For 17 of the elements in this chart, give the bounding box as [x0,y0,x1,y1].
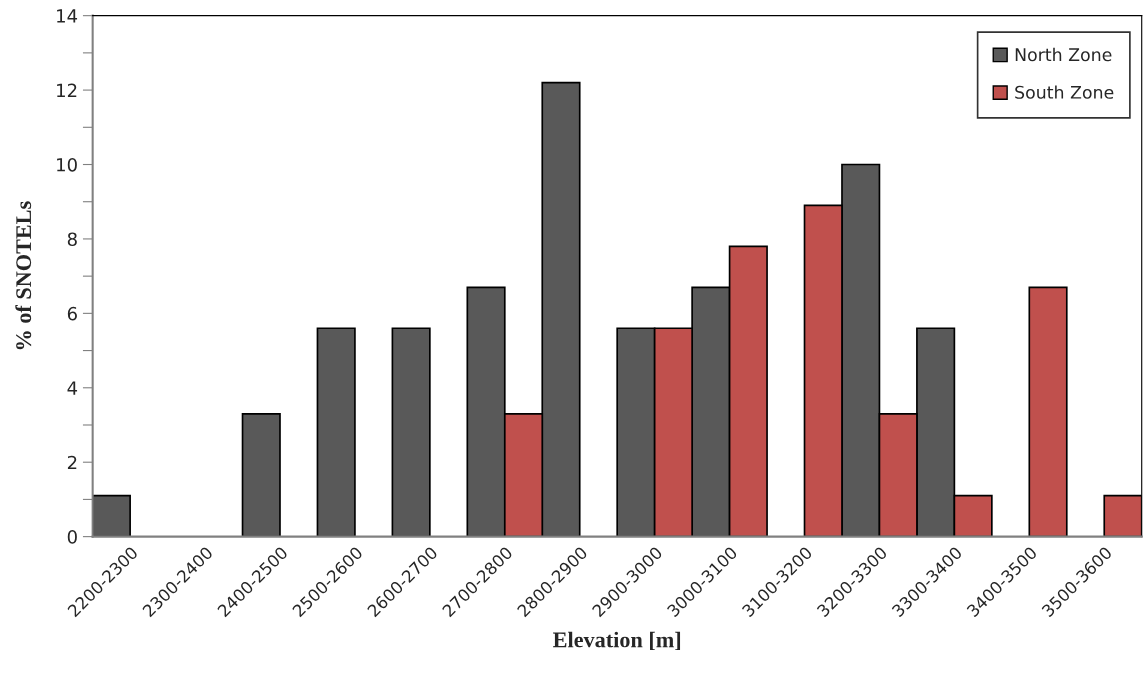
bar [391,327,431,537]
y-tick-label: 14 [57,9,78,23]
bar [241,412,281,537]
x-axis-title: Elevation [m] [553,631,681,651]
bar [1028,286,1068,537]
y-tick-label: 6 [67,306,77,321]
y-tick-label: 4 [67,381,78,395]
y-tick-label: 0 [67,530,77,544]
y-tick-label: 2 [67,455,77,470]
legend-label: North Zone [1015,47,1112,62]
y-tick-label: 8 [67,232,77,247]
legend-label: South Zone [1015,85,1114,99]
bar [316,327,356,537]
y-tick-label: 12 [57,83,77,97]
y-axis-title: % of SNOTELs [15,201,32,350]
bar [92,494,131,537]
y-tick-label: 10 [57,157,77,172]
